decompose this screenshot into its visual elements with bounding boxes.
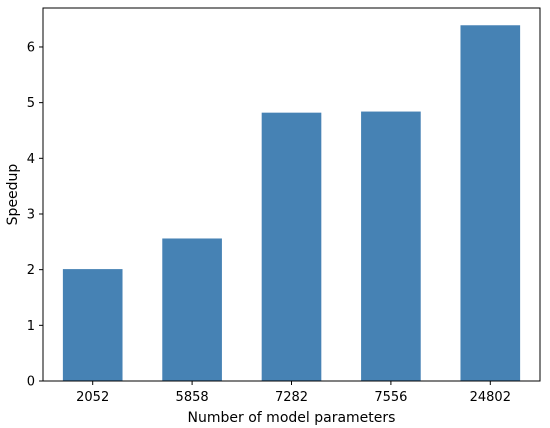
y-tick-label: 5 [27, 96, 35, 111]
bar-7556 [361, 111, 421, 382]
y-tick-label: 1 [27, 319, 35, 334]
x-tick-label: 24802 [470, 390, 511, 405]
x-axis-label: Number of model parameters [188, 410, 396, 426]
plot-frame [42, 7, 541, 382]
x-axis-ticks: 2052 5858 7282 7556 24802 [76, 381, 511, 405]
bar-7282 [261, 112, 322, 381]
y-axis-label: Speedup [5, 164, 21, 226]
x-tick-label: 7556 [374, 390, 407, 405]
x-tick-label: 7282 [275, 390, 308, 405]
bar-2052 [62, 269, 123, 381]
x-tick-label: 2052 [76, 390, 109, 405]
y-tick-label: 2 [27, 263, 35, 278]
y-tick-label: 0 [27, 375, 35, 390]
y-tick-label: 6 [27, 40, 35, 55]
x-tick-label: 5858 [176, 390, 209, 405]
y-axis-ticks: 0 1 2 3 4 5 6 [27, 40, 43, 390]
bar-group [62, 25, 521, 382]
bar-24802 [460, 25, 521, 381]
y-tick-label: 4 [27, 152, 35, 167]
bar-5858 [162, 238, 222, 381]
y-tick-label: 3 [27, 207, 35, 222]
